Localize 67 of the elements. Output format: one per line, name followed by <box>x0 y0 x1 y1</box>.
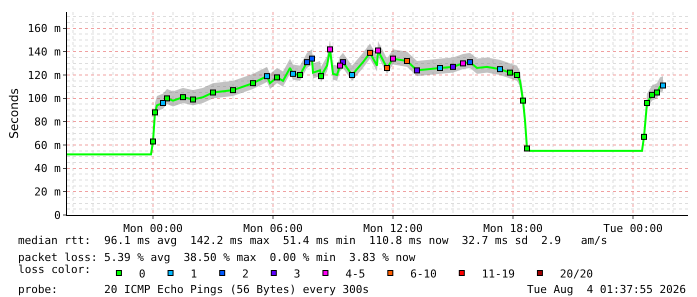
legend-label: 0 <box>138 267 146 280</box>
point <box>390 56 396 62</box>
point <box>450 64 456 70</box>
point <box>497 66 503 72</box>
legend-label: 6-10 <box>410 267 437 280</box>
point <box>520 98 526 104</box>
x-tick-label: Mon 00:00 <box>123 222 183 236</box>
point <box>164 95 170 102</box>
text: probe: 20 ICMP Echo Pings (56 Bytes) every 300s <box>18 283 369 296</box>
point <box>250 80 256 86</box>
y-axis-title: Seconds <box>6 88 21 139</box>
y-tick-label: 0 <box>54 208 61 222</box>
point <box>274 74 280 80</box>
legend-title: loss color: <box>18 262 91 276</box>
point <box>514 72 520 78</box>
x-tick-label: Mon 18:00 <box>483 222 543 236</box>
point <box>318 73 324 80</box>
point <box>437 65 443 71</box>
text: packet loss: 5.39 % avg 38.50 % max 0.00 % min 3.83 % now <box>18 251 416 264</box>
point <box>190 96 196 102</box>
y-tick-label: 80 m <box>34 116 62 129</box>
point <box>507 70 513 76</box>
legend-label: 20/20 <box>560 267 594 280</box>
legend-label: 2 <box>242 267 249 280</box>
text: Tue Aug 4 01:37:55 2026 <box>527 283 686 296</box>
y-tick-label: 120 m <box>28 68 62 82</box>
y-tick-label: 40 m <box>34 162 62 176</box>
text: median rtt: 96.1 ms avg 142.2 ms max 51.4 ms min 110.8 ms now 32.7 ms sd 2.9 am/s <box>18 234 608 247</box>
point <box>327 46 333 52</box>
point <box>641 134 647 140</box>
point <box>644 100 650 106</box>
point <box>180 94 186 100</box>
point <box>654 90 660 96</box>
point <box>150 138 156 144</box>
point <box>309 56 315 62</box>
point <box>297 72 303 78</box>
point <box>660 82 666 88</box>
point <box>467 59 473 66</box>
legend-label: 4-5 <box>345 267 366 280</box>
point <box>230 87 236 94</box>
point <box>264 73 270 80</box>
point <box>290 70 296 77</box>
y-tick-label: 140 m <box>28 46 62 59</box>
x-tick-label: Mon 12:00 <box>363 222 423 236</box>
point <box>375 48 381 54</box>
point <box>649 92 655 98</box>
point <box>414 67 420 74</box>
point <box>152 109 158 116</box>
point <box>404 58 410 64</box>
y-tick-label: 100 m <box>28 92 62 106</box>
point <box>160 100 166 106</box>
point <box>210 90 216 96</box>
x-tick-label: Tue 00:00 <box>603 222 663 236</box>
point <box>304 59 310 66</box>
point <box>524 146 530 152</box>
legend-label: 11-19 <box>482 267 515 280</box>
y-tick-label: 20 m <box>34 186 62 199</box>
legend-label: 1 <box>190 267 198 280</box>
point <box>384 65 390 71</box>
point <box>460 60 466 66</box>
y-tick-label: 160 m <box>28 22 62 36</box>
point <box>349 72 355 78</box>
point <box>337 62 343 69</box>
legend-label: 3 <box>294 267 300 280</box>
x-tick-label: Mon 06:00 <box>243 222 303 236</box>
y-tick-label: 60 m <box>34 138 62 152</box>
point <box>367 50 373 56</box>
